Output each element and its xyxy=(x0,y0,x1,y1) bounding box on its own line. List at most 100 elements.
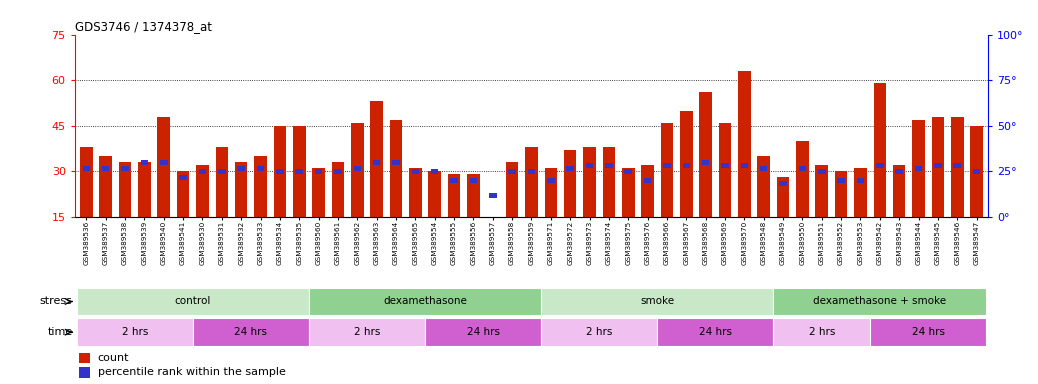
Bar xyxy=(660,123,674,263)
Bar xyxy=(121,166,129,170)
Text: 24 hrs: 24 hrs xyxy=(235,326,268,336)
Bar xyxy=(760,166,767,170)
Bar xyxy=(331,162,345,263)
Bar xyxy=(158,117,170,263)
Bar xyxy=(934,163,941,167)
Bar xyxy=(77,318,193,346)
Text: time: time xyxy=(48,327,73,337)
Bar xyxy=(176,171,189,263)
Bar xyxy=(138,162,151,263)
Bar xyxy=(545,168,557,263)
Bar xyxy=(489,194,496,198)
Text: percentile rank within the sample: percentile rank within the sample xyxy=(98,367,285,377)
Text: control: control xyxy=(174,296,211,306)
Bar xyxy=(77,288,309,315)
Bar xyxy=(429,171,441,263)
Bar xyxy=(467,174,480,263)
Bar xyxy=(180,175,187,180)
Bar xyxy=(218,169,225,174)
Bar xyxy=(951,117,963,263)
Text: 2 hrs: 2 hrs xyxy=(809,326,835,336)
Bar xyxy=(796,141,809,263)
Text: 24 hrs: 24 hrs xyxy=(466,326,499,336)
Bar xyxy=(780,181,787,186)
Bar xyxy=(216,147,228,263)
Text: 24 hrs: 24 hrs xyxy=(699,326,732,336)
Bar xyxy=(409,168,421,263)
Bar xyxy=(874,83,886,263)
Bar xyxy=(700,92,712,263)
Bar xyxy=(603,147,616,263)
Bar xyxy=(776,177,789,263)
Text: dexamethasone: dexamethasone xyxy=(383,296,467,306)
Bar xyxy=(351,123,363,263)
Bar xyxy=(276,169,283,174)
Bar xyxy=(198,169,207,174)
Bar xyxy=(160,160,167,164)
Bar xyxy=(527,169,536,174)
Bar xyxy=(541,318,657,346)
Bar xyxy=(740,163,748,167)
Text: dexamethasone + smoke: dexamethasone + smoke xyxy=(813,296,947,306)
Text: 24 hrs: 24 hrs xyxy=(911,326,945,336)
Bar xyxy=(605,163,612,167)
Bar xyxy=(392,160,400,164)
Bar xyxy=(334,169,342,174)
Bar xyxy=(914,166,923,170)
Bar xyxy=(256,166,265,170)
Bar xyxy=(487,217,499,263)
Bar xyxy=(309,288,541,315)
Bar xyxy=(469,178,477,183)
Bar xyxy=(721,163,729,167)
Bar xyxy=(296,169,303,174)
Bar xyxy=(196,165,209,263)
Text: 2 hrs: 2 hrs xyxy=(121,326,148,336)
Bar xyxy=(564,150,576,263)
Bar xyxy=(425,318,541,346)
Bar xyxy=(140,160,148,164)
Bar xyxy=(622,168,634,263)
Text: GDS3746 / 1374378_at: GDS3746 / 1374378_at xyxy=(75,20,212,33)
Bar xyxy=(816,165,828,263)
Bar xyxy=(118,162,132,263)
Bar xyxy=(683,163,690,167)
Bar xyxy=(657,318,773,346)
Bar xyxy=(876,163,883,167)
Bar xyxy=(506,162,518,263)
Bar xyxy=(663,163,671,167)
Bar xyxy=(973,169,980,174)
Bar xyxy=(773,318,870,346)
Bar xyxy=(773,288,986,315)
Bar xyxy=(315,169,323,174)
Bar xyxy=(389,120,403,263)
Bar xyxy=(293,126,305,263)
Bar xyxy=(912,120,925,263)
Bar xyxy=(509,169,516,174)
Bar xyxy=(102,166,109,170)
Bar xyxy=(971,126,983,263)
Bar xyxy=(235,162,247,263)
Bar xyxy=(718,123,731,263)
Bar xyxy=(371,101,383,263)
Bar xyxy=(680,111,692,263)
Bar xyxy=(354,166,361,170)
Bar xyxy=(80,147,92,263)
Bar xyxy=(373,160,380,164)
Bar xyxy=(411,169,419,174)
Text: count: count xyxy=(98,353,129,363)
Bar xyxy=(738,71,750,263)
Bar xyxy=(835,171,847,263)
Bar xyxy=(954,163,961,167)
Bar xyxy=(567,166,574,170)
Text: stress: stress xyxy=(39,296,73,306)
Bar xyxy=(702,160,709,164)
Bar xyxy=(870,318,986,346)
Bar xyxy=(525,147,538,263)
Bar xyxy=(854,168,867,263)
Bar xyxy=(309,318,425,346)
Bar xyxy=(541,288,773,315)
Bar xyxy=(838,178,845,183)
Bar xyxy=(585,163,594,167)
Bar xyxy=(644,178,652,183)
Bar xyxy=(893,165,905,263)
